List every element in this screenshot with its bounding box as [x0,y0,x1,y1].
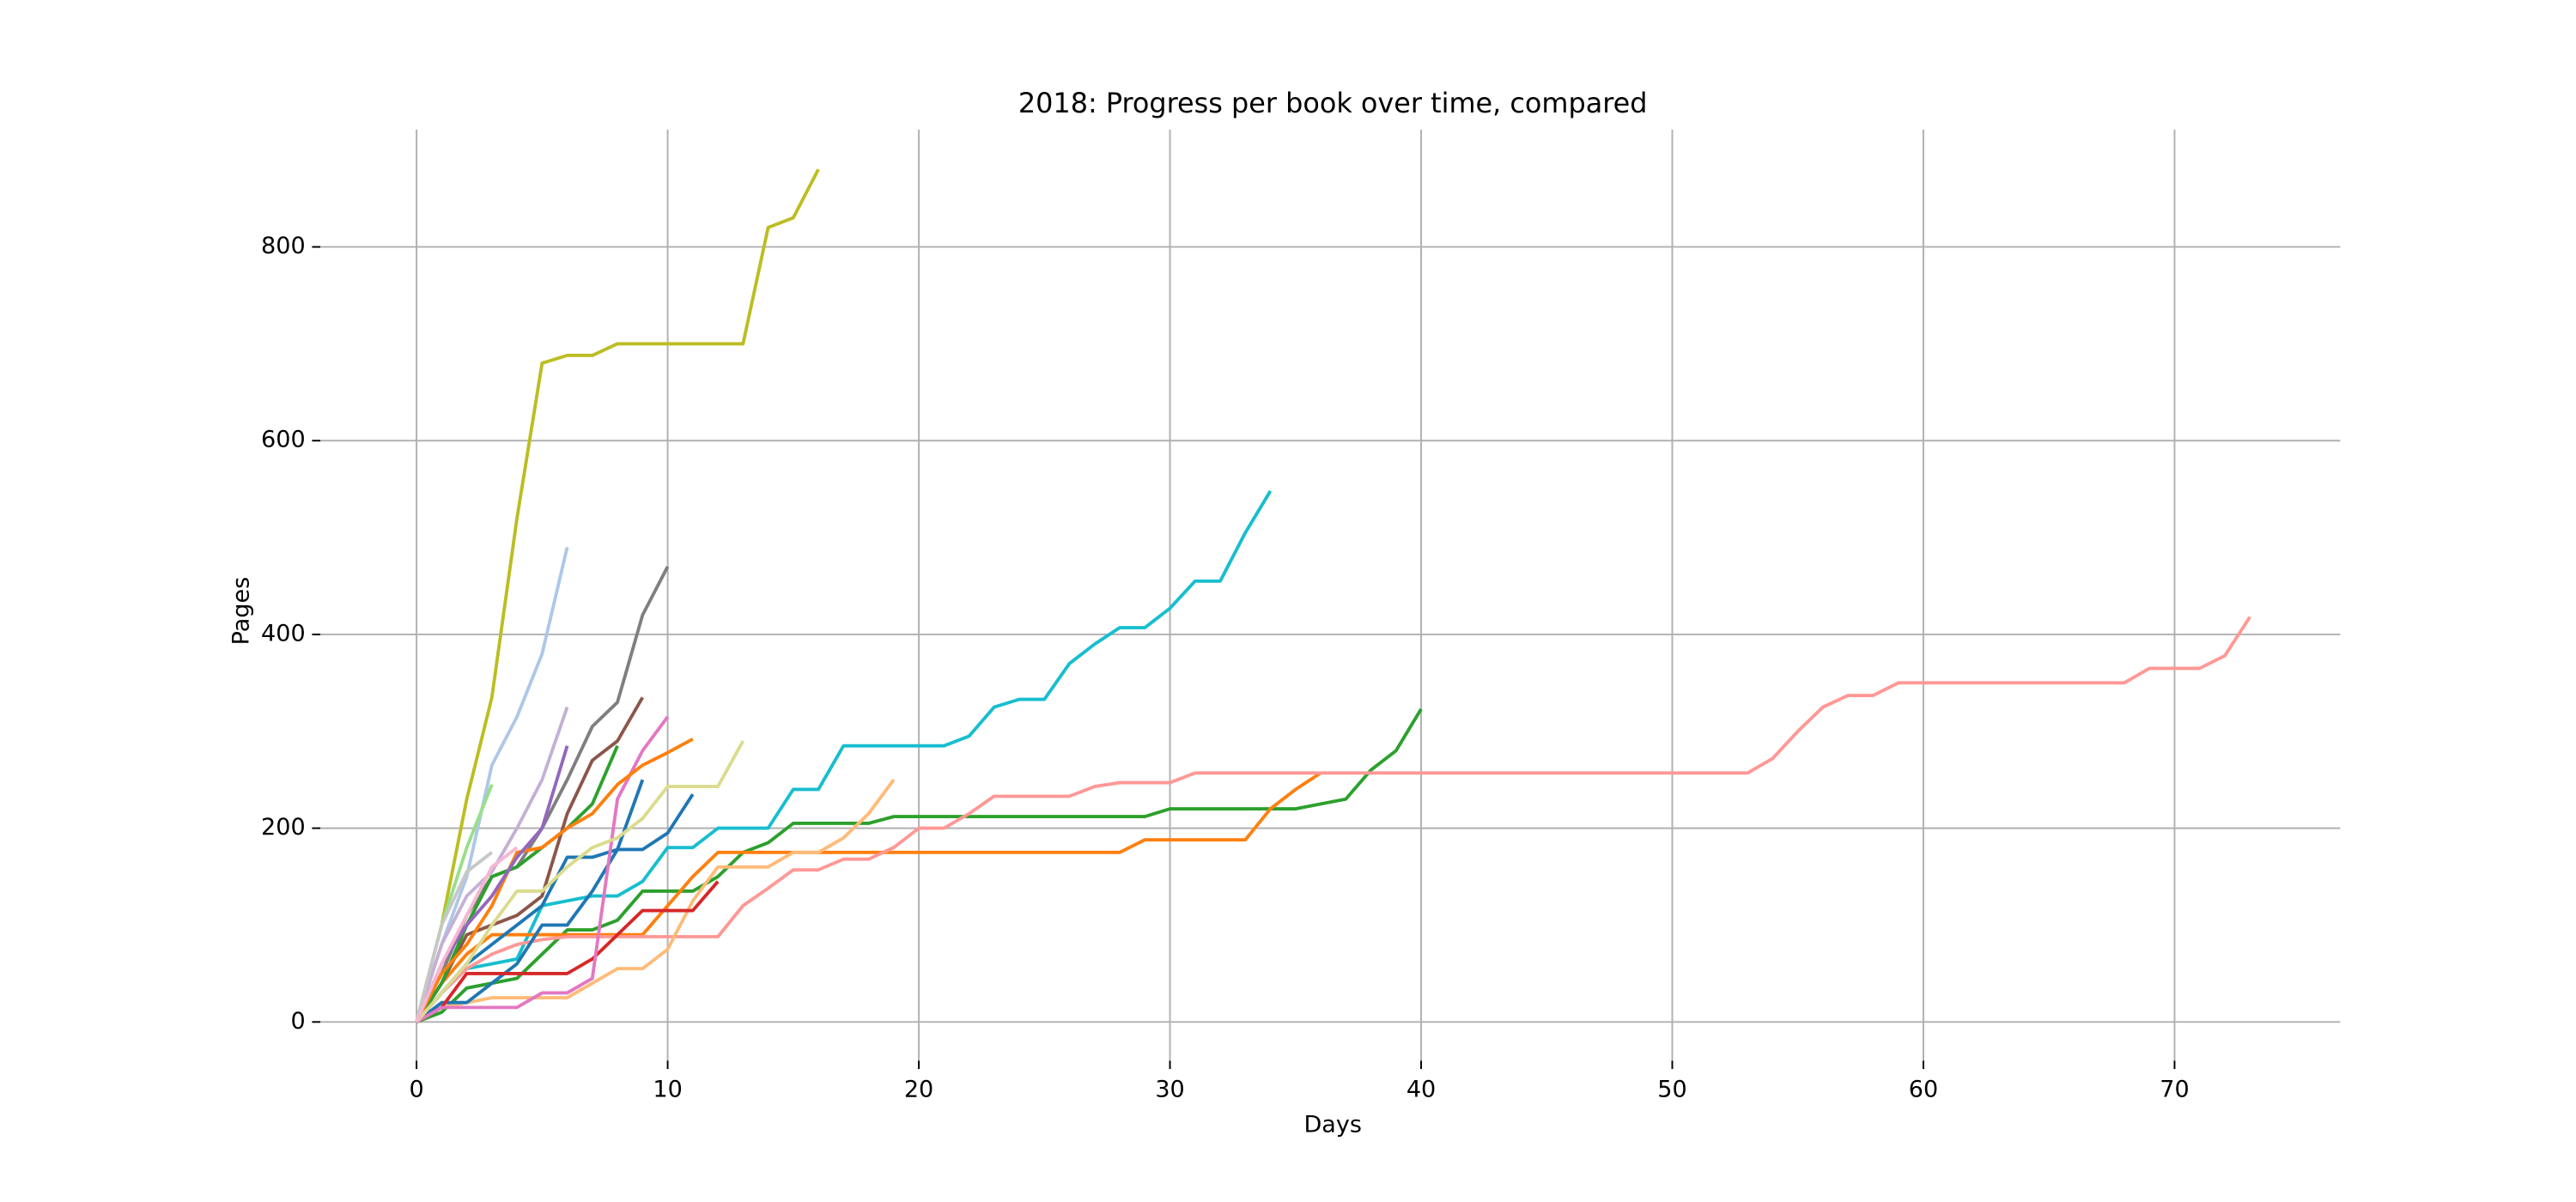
x-tick-label: 20 [904,1077,933,1103]
x-tick-label: 30 [1155,1077,1184,1103]
y-tick-label: 600 [261,427,306,453]
series-line [415,740,745,1023]
x-tick-label: 0 [409,1077,423,1103]
x-tick-label: 60 [1909,1077,1938,1103]
series-line [415,489,1273,1023]
x-tick-label: 10 [653,1077,682,1103]
series-line [415,168,820,1023]
series-line [415,738,694,1023]
series-line [415,851,494,1023]
series-line [416,779,896,1023]
x-tick-label: 70 [2160,1077,2189,1103]
x-axis-label: Days [1303,1111,1362,1138]
x-tick-label: 40 [1406,1077,1436,1103]
series-line [415,771,1322,1023]
y-tick-label: 0 [290,1008,305,1035]
y-tick-label: 400 [261,620,306,647]
series-line [416,880,720,1023]
series-line [415,793,695,1023]
x-tick-label: 50 [1657,1077,1686,1103]
y-tick-label: 200 [261,814,306,841]
y-tick-label: 800 [261,233,306,259]
series-line [415,706,569,1023]
chart-title: 2018: Progress per book over time, compa… [1018,87,1648,119]
series-line [416,715,670,1023]
series-line [416,707,1423,1024]
y-axis-label: Pages [228,577,255,646]
series-line [415,616,2251,1023]
series-line [415,846,519,1023]
